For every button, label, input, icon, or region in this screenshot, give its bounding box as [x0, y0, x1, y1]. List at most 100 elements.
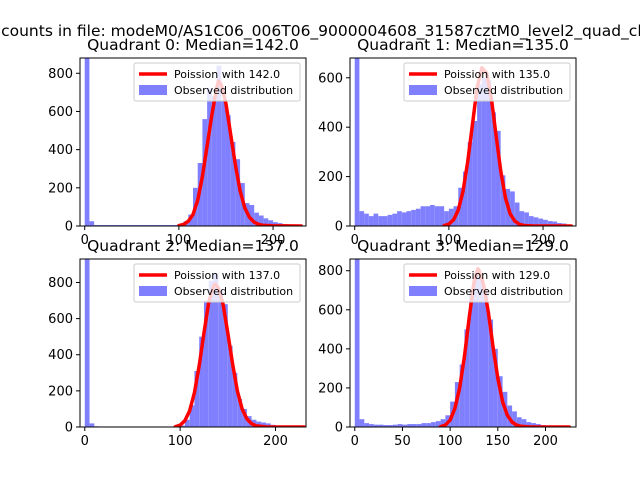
y-tick-label: 400 — [318, 342, 343, 357]
legend-observed-label: Observed distribution — [444, 285, 563, 298]
histogram-bar — [543, 219, 548, 226]
histogram-bar — [514, 202, 520, 226]
quadrant-3-title: Quadrant 3: Median=129.0 — [357, 237, 569, 255]
histogram-bar — [416, 424, 422, 427]
histogram-bar — [89, 423, 95, 427]
histogram-bar — [444, 211, 449, 226]
histogram-bar — [387, 214, 393, 226]
histogram-bar — [483, 290, 489, 427]
histogram-bar — [488, 319, 494, 427]
histogram-bar — [354, 58, 360, 226]
legend-poisson-label: Poission with 129.0 — [444, 269, 550, 282]
histogram-bar — [359, 211, 365, 226]
histogram-bar — [207, 88, 212, 226]
axes-frame — [349, 258, 577, 428]
histogram-bar — [481, 77, 487, 226]
histogram-bar — [230, 142, 236, 226]
histogram-bar — [261, 422, 266, 427]
figure-suptitle: Median counts in file: modeM0/AS1C06_006… — [0, 22, 640, 41]
histogram-bar — [401, 212, 407, 226]
histogram-bar — [439, 206, 445, 226]
histogram-bar — [521, 419, 527, 427]
histogram-bar — [256, 421, 262, 427]
y-tick-label: 200 — [48, 181, 73, 196]
histogram-bar — [216, 65, 222, 226]
histogram-bar — [392, 424, 398, 427]
histogram-bar — [392, 213, 398, 226]
y-tick-label: 200 — [318, 170, 343, 185]
histogram-bar — [378, 424, 384, 427]
legend-box — [403, 62, 571, 102]
legend-box — [133, 263, 301, 303]
histogram-bar — [531, 423, 536, 427]
y-tick-label: 600 — [318, 71, 343, 86]
histogram-bar — [397, 424, 403, 427]
x-tick-label: 200 — [531, 233, 556, 248]
legend: Poission with 142.0 Observed distribution — [133, 62, 301, 102]
histogram-bar — [467, 142, 473, 226]
histogram-bar — [221, 100, 226, 226]
histogram-bar — [223, 304, 228, 427]
histogram-bar — [368, 216, 374, 226]
histogram-bar — [533, 217, 539, 226]
x-tick-label: 200 — [261, 233, 286, 248]
legend: Poission with 129.0 Observed distribution — [403, 263, 571, 303]
histogram-bar — [415, 208, 421, 226]
histogram-bar — [84, 259, 90, 427]
histogram-bar — [354, 259, 360, 427]
histogram-bar — [388, 425, 393, 427]
axes-frame — [79, 57, 307, 227]
legend: Poission with 137.0 Observed distribution — [133, 263, 301, 303]
y-tick-label: 800 — [48, 67, 73, 82]
histogram-bar — [421, 423, 427, 427]
histogram-bar — [402, 424, 408, 427]
histogram-bar — [194, 371, 200, 427]
x-tick-label: 100 — [438, 434, 463, 449]
y-tick-label: 400 — [48, 348, 73, 363]
histogram-bar — [516, 417, 522, 427]
histogram-bar — [258, 215, 264, 226]
legend: Poission with 135.0 Observed distribution — [403, 62, 571, 102]
x-tick-label: 0 — [81, 434, 89, 449]
histogram-bar — [208, 280, 214, 427]
histogram-bar — [211, 96, 217, 226]
histogram-bar — [373, 424, 379, 427]
histogram-bar — [459, 364, 465, 427]
y-tick-label: 200 — [48, 384, 73, 399]
y-tick-label: 800 — [318, 264, 343, 279]
legend-observed-label: Observed distribution — [444, 84, 563, 97]
histogram-bar — [500, 175, 506, 226]
histogram-bar — [369, 424, 374, 427]
histogram-bar — [431, 422, 436, 427]
x-tick-label: 200 — [533, 434, 558, 449]
histogram-bar — [184, 419, 190, 427]
y-tick-label: 400 — [48, 143, 73, 158]
histogram-bar — [510, 191, 515, 226]
histogram-bar — [478, 276, 484, 427]
histogram-bar — [472, 121, 478, 226]
histogram-bar — [425, 206, 431, 226]
histogram-bar — [383, 425, 389, 427]
histogram-bar — [378, 216, 383, 226]
histogram-bar — [213, 273, 219, 427]
histogram-bar — [495, 130, 501, 226]
histogram-bar — [364, 423, 370, 427]
x-tick-label: 0 — [351, 233, 359, 248]
y-tick-label: 0 — [65, 421, 73, 436]
histogram-bar — [203, 300, 209, 427]
histogram-bar — [552, 221, 558, 226]
quadrant-1-title: Quadrant 1: Median=135.0 — [357, 36, 569, 54]
histogram-bar — [420, 206, 426, 226]
histogram-bar — [359, 419, 365, 427]
histogram-bar — [242, 408, 247, 427]
y-tick-label: 800 — [48, 276, 73, 291]
quadrant-3-data — [354, 259, 572, 427]
histogram-bar — [435, 421, 441, 427]
x-tick-label: 100 — [436, 233, 461, 248]
y-tick-label: 0 — [335, 220, 343, 235]
histogram-bar — [448, 208, 454, 226]
histogram-bar — [225, 115, 231, 226]
histogram-bar — [218, 289, 224, 427]
histogram-bar — [84, 58, 90, 226]
x-tick-label: 0 — [81, 233, 89, 248]
